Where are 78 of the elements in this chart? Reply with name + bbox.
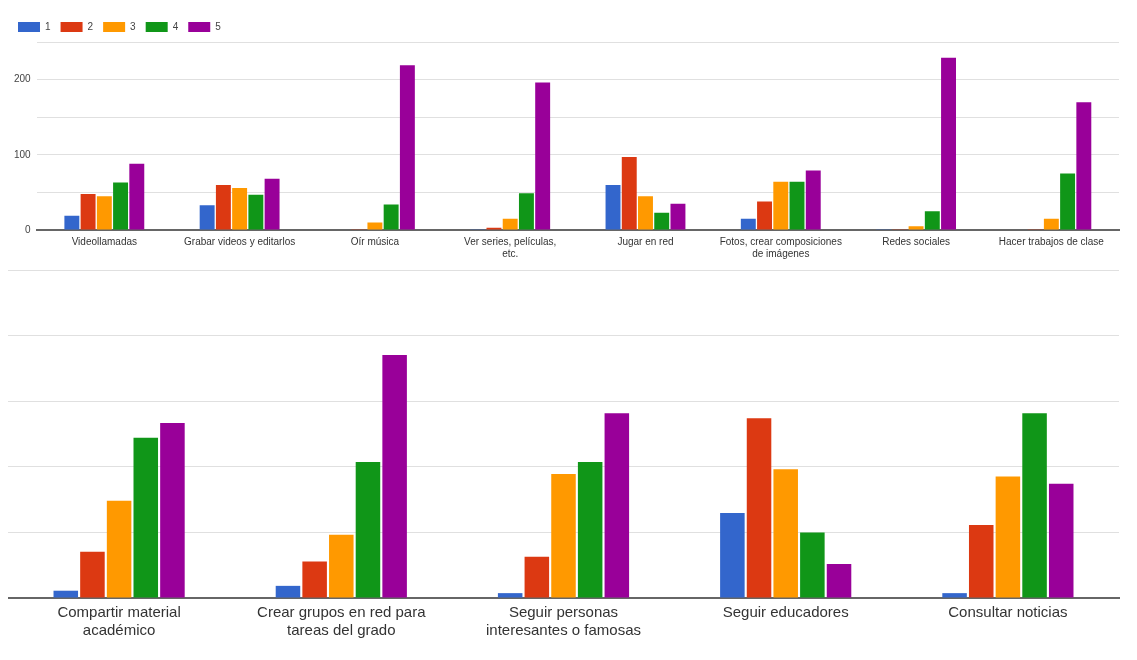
bar bbox=[215, 184, 231, 230]
legend-label: 3 bbox=[130, 20, 137, 32]
bar bbox=[264, 178, 280, 230]
bar bbox=[383, 204, 399, 230]
bar bbox=[129, 163, 145, 230]
bar bbox=[1043, 218, 1059, 230]
y-tick-label: 0 bbox=[25, 223, 32, 235]
legend-label: 5 bbox=[215, 20, 222, 32]
bar bbox=[106, 500, 132, 598]
x-tick-label: Oír música bbox=[350, 235, 400, 247]
bar bbox=[968, 525, 994, 598]
bar bbox=[248, 194, 264, 230]
bar bbox=[551, 474, 576, 598]
x-tick-label: Consultar noticias bbox=[948, 603, 1068, 621]
bar bbox=[924, 211, 940, 230]
x-tick-label: Hacer trabajos de clase bbox=[998, 235, 1105, 247]
bar bbox=[908, 226, 924, 230]
bar bbox=[638, 196, 653, 230]
bar bbox=[64, 215, 80, 230]
bar bbox=[80, 193, 96, 230]
y-tick-label: 100 bbox=[14, 148, 32, 160]
bar bbox=[524, 556, 550, 598]
bar bbox=[1022, 413, 1047, 598]
bar bbox=[604, 413, 630, 598]
bar bbox=[232, 187, 248, 230]
bar bbox=[826, 563, 852, 598]
bar bbox=[382, 355, 407, 598]
bar bbox=[995, 476, 1021, 598]
bar bbox=[800, 532, 825, 598]
bar bbox=[355, 461, 381, 598]
bar bbox=[757, 201, 773, 230]
bar bbox=[740, 218, 756, 230]
bar bbox=[113, 182, 129, 230]
bar bbox=[399, 65, 415, 230]
x-tick-label: Seguir personas interesantes o famosas bbox=[485, 603, 642, 639]
x-tick-label: Compartir material académico bbox=[57, 603, 181, 639]
y-tick-label: 200 bbox=[14, 73, 32, 85]
bar bbox=[1060, 173, 1076, 230]
bar bbox=[746, 418, 772, 598]
legend-label: 2 bbox=[87, 20, 94, 32]
bar bbox=[518, 193, 534, 230]
bar bbox=[53, 590, 79, 598]
bar bbox=[621, 157, 637, 230]
x-tick-label: Videollamadas bbox=[71, 235, 138, 247]
bar bbox=[96, 196, 112, 230]
bar bbox=[1048, 483, 1074, 598]
x-tick-label: Fotos, crear composiciones de imágenes bbox=[719, 235, 842, 259]
bar bbox=[367, 222, 383, 230]
bar bbox=[670, 203, 686, 230]
bar bbox=[654, 212, 670, 230]
bar bbox=[302, 561, 327, 598]
bar bbox=[605, 184, 621, 230]
bar bbox=[773, 181, 789, 230]
bar bbox=[497, 593, 523, 598]
x-tick-label: Ver series, películas, etc. bbox=[464, 235, 557, 259]
bar bbox=[720, 512, 745, 598]
legend-label: 4 bbox=[172, 20, 179, 32]
bar bbox=[160, 423, 185, 598]
bar bbox=[80, 551, 105, 598]
bar bbox=[1076, 102, 1092, 230]
legend-label: 1 bbox=[45, 20, 51, 32]
x-tick-label: Crear grupos en red para tareas del grado bbox=[257, 603, 427, 639]
bar bbox=[535, 82, 551, 230]
x-tick-label: Redes sociales bbox=[882, 235, 950, 247]
bar bbox=[329, 534, 354, 598]
bar bbox=[199, 205, 215, 230]
bar bbox=[133, 437, 159, 598]
x-tick-label: Seguir educadores bbox=[722, 603, 849, 621]
bar bbox=[773, 469, 798, 598]
bar bbox=[941, 57, 956, 230]
bar bbox=[805, 170, 821, 230]
bar bbox=[942, 593, 967, 598]
bar bbox=[275, 585, 301, 598]
x-tick-label: Grabar videos y editarlos bbox=[184, 235, 296, 247]
bar bbox=[577, 461, 603, 598]
bar bbox=[502, 218, 518, 230]
x-tick-label: Jugar en red bbox=[617, 235, 674, 247]
bar bbox=[789, 181, 805, 230]
